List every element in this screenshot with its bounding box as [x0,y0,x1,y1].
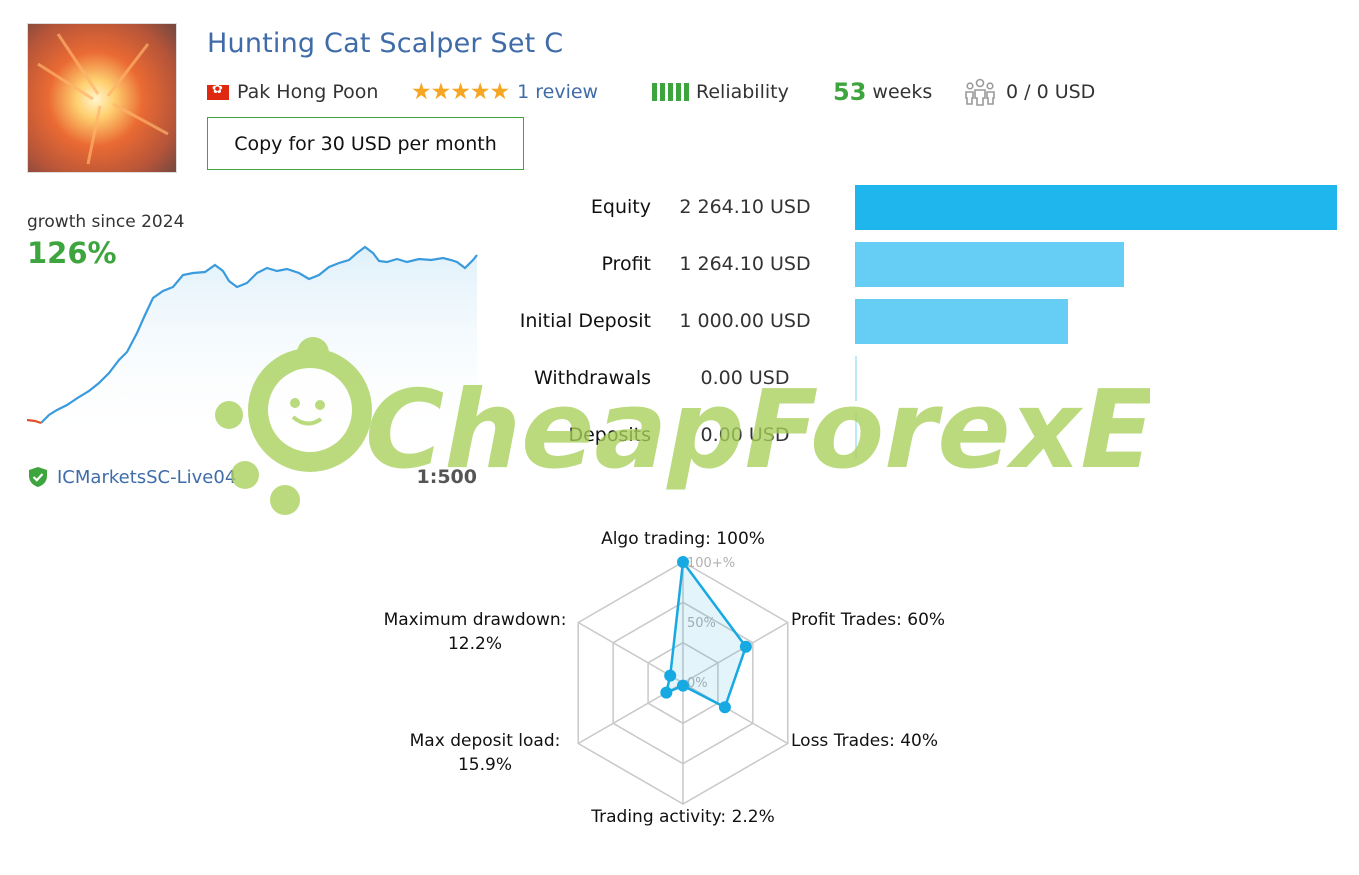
reviews-link[interactable]: 1 review [517,81,599,103]
fireworks-image [28,24,176,172]
stat-bar-profit [855,242,1124,287]
radar-label-max-drawdown-title: Maximum drawdown: [383,610,567,630]
stat-value-deposits: 0.00 USD [700,424,790,446]
subscribers-info: 0 / 0 USD [964,78,1095,106]
subscribers-icon [965,78,995,106]
subscribers-text: 0 / 0 USD [1006,81,1096,103]
rating: ★★★★★ 1 review [411,78,598,106]
hong-kong-flag-icon [207,82,229,100]
leverage-value: 1:500 [416,466,477,488]
radar-label-trading-activity: Trading activity: 2.2% [591,807,775,827]
radar-point [660,686,673,699]
reliability-label: Reliability [696,81,789,103]
stat-bar-equity [855,185,1337,230]
signal-age: 53 weeks [833,78,932,106]
radar-grid [577,561,789,805]
radar-point [677,556,689,568]
copy-subscribe-button[interactable]: Copy for 30 USD per month [207,117,524,170]
growth-label: growth since 2024 [27,212,185,232]
stat-bar-withdrawals [855,356,857,401]
growth-line-negative [27,418,42,425]
stat-value-equity: 2 264.10 USD [679,196,811,218]
stat-value-withdrawals: 0.00 USD [700,367,790,389]
growth-value: 126% [27,236,117,270]
stat-bar-initial-deposit [855,299,1068,344]
radar-label-max-deposit-load-title: Max deposit load: [409,731,561,751]
radar-chart: 100+% 50% 0% [577,556,789,805]
broker-server-name[interactable]: ICMarketsSC-Live04 [57,466,237,488]
radar-label-max-drawdown: Maximum drawdown: 12.2% [375,608,575,656]
radar-label-max-drawdown-value: 12.2% [447,634,502,654]
weeks-number: 53 [833,78,867,106]
radar-label-loss-trades: Loss Trades: 40% [791,731,939,751]
radar-scale-label: 0% [687,676,708,691]
radar-label-algo: Algo trading: 100% [601,529,765,549]
stat-value-profit: 1 264.10 USD [679,253,811,275]
radar-scale-label: 50% [687,616,716,631]
watermark-text: CheapForexEa [365,368,1150,493]
author-name[interactable]: Pak Hong Poon [237,81,379,103]
stat-label-profit: Profit [601,253,651,275]
radar-label-profit-trades: Profit Trades: 60% [791,610,946,630]
radar-point [664,669,677,682]
reliability-bars-icon [652,83,689,101]
radar-label-max-deposit-load-value: 15.9% [457,755,512,775]
stat-bar-deposits [855,413,857,458]
stat-label-deposits: Deposits [568,424,651,446]
verified-shield-icon [29,467,47,487]
radar-axis-line [682,682,789,745]
rating-stars-icon: ★★★★★ [411,79,510,105]
radar-point [739,640,752,653]
stat-label-withdrawals: Withdrawals [533,367,651,389]
stat-label-initial-deposit: Initial Deposit [519,310,651,332]
signal-avatar [27,23,177,173]
stat-value-initial-deposit: 1 000.00 USD [679,310,811,332]
signal-title[interactable]: Hunting Cat Scalper Set C [207,28,564,59]
radar-point [677,679,689,692]
radar-scale-label: 100+% [687,556,735,571]
radar-point [718,701,731,714]
reliability-indicator: Reliability [652,78,789,106]
stat-label-equity: Equity [590,196,651,218]
watermark: CheapForexEa [215,337,1150,515]
radar-label-max-deposit-load: Max deposit load: 15.9% [395,729,575,777]
weeks-label: weeks [872,81,933,103]
radar-scale-labels: 100+% 50% 0% [687,556,735,691]
radar-axis-line [682,621,789,684]
broker-info[interactable]: ICMarketsSC-Live04 [27,466,236,488]
growth-line [40,245,478,424]
radar-points [660,556,752,714]
author-info[interactable]: Pak Hong Poon [207,78,378,106]
